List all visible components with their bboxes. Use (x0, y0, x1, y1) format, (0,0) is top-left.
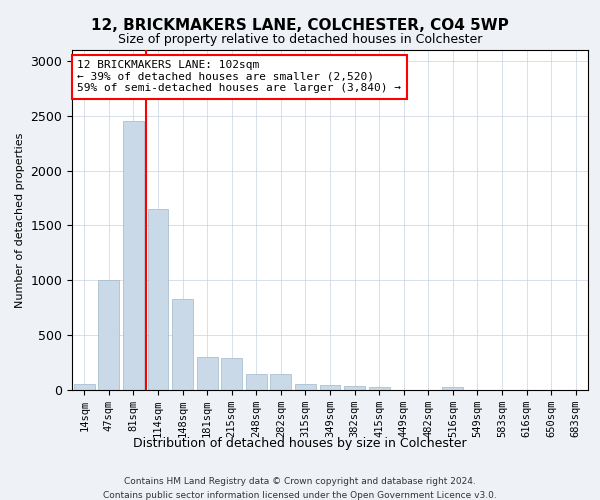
Bar (368, 388, 389, 390)
Bar (320, 384, 340, 390)
Bar (271, 374, 292, 390)
Bar (98, 280, 119, 390)
Bar (172, 299, 193, 390)
Text: Size of property relative to detached houses in Colchester: Size of property relative to detached ho… (118, 32, 482, 46)
Bar (123, 122, 144, 390)
Bar (246, 374, 267, 390)
Bar (148, 209, 169, 390)
Text: Contains public sector information licensed under the Open Government Licence v3: Contains public sector information licen… (103, 491, 497, 500)
Text: Distribution of detached houses by size in Colchester: Distribution of detached houses by size … (133, 438, 467, 450)
Bar (221, 358, 242, 390)
Text: Contains HM Land Registry data © Crown copyright and database right 2024.: Contains HM Land Registry data © Crown c… (124, 478, 476, 486)
Text: 12, BRICKMAKERS LANE, COLCHESTER, CO4 5WP: 12, BRICKMAKERS LANE, COLCHESTER, CO4 5W… (91, 18, 509, 32)
Bar (442, 386, 463, 390)
Text: 12 BRICKMAKERS LANE: 102sqm
← 39% of detached houses are smaller (2,520)
59% of : 12 BRICKMAKERS LANE: 102sqm ← 39% of det… (77, 60, 401, 94)
Y-axis label: Number of detached properties: Number of detached properties (15, 132, 25, 308)
Bar (295, 384, 316, 390)
Bar (74, 384, 95, 390)
Bar (197, 357, 218, 390)
Bar (344, 386, 365, 390)
